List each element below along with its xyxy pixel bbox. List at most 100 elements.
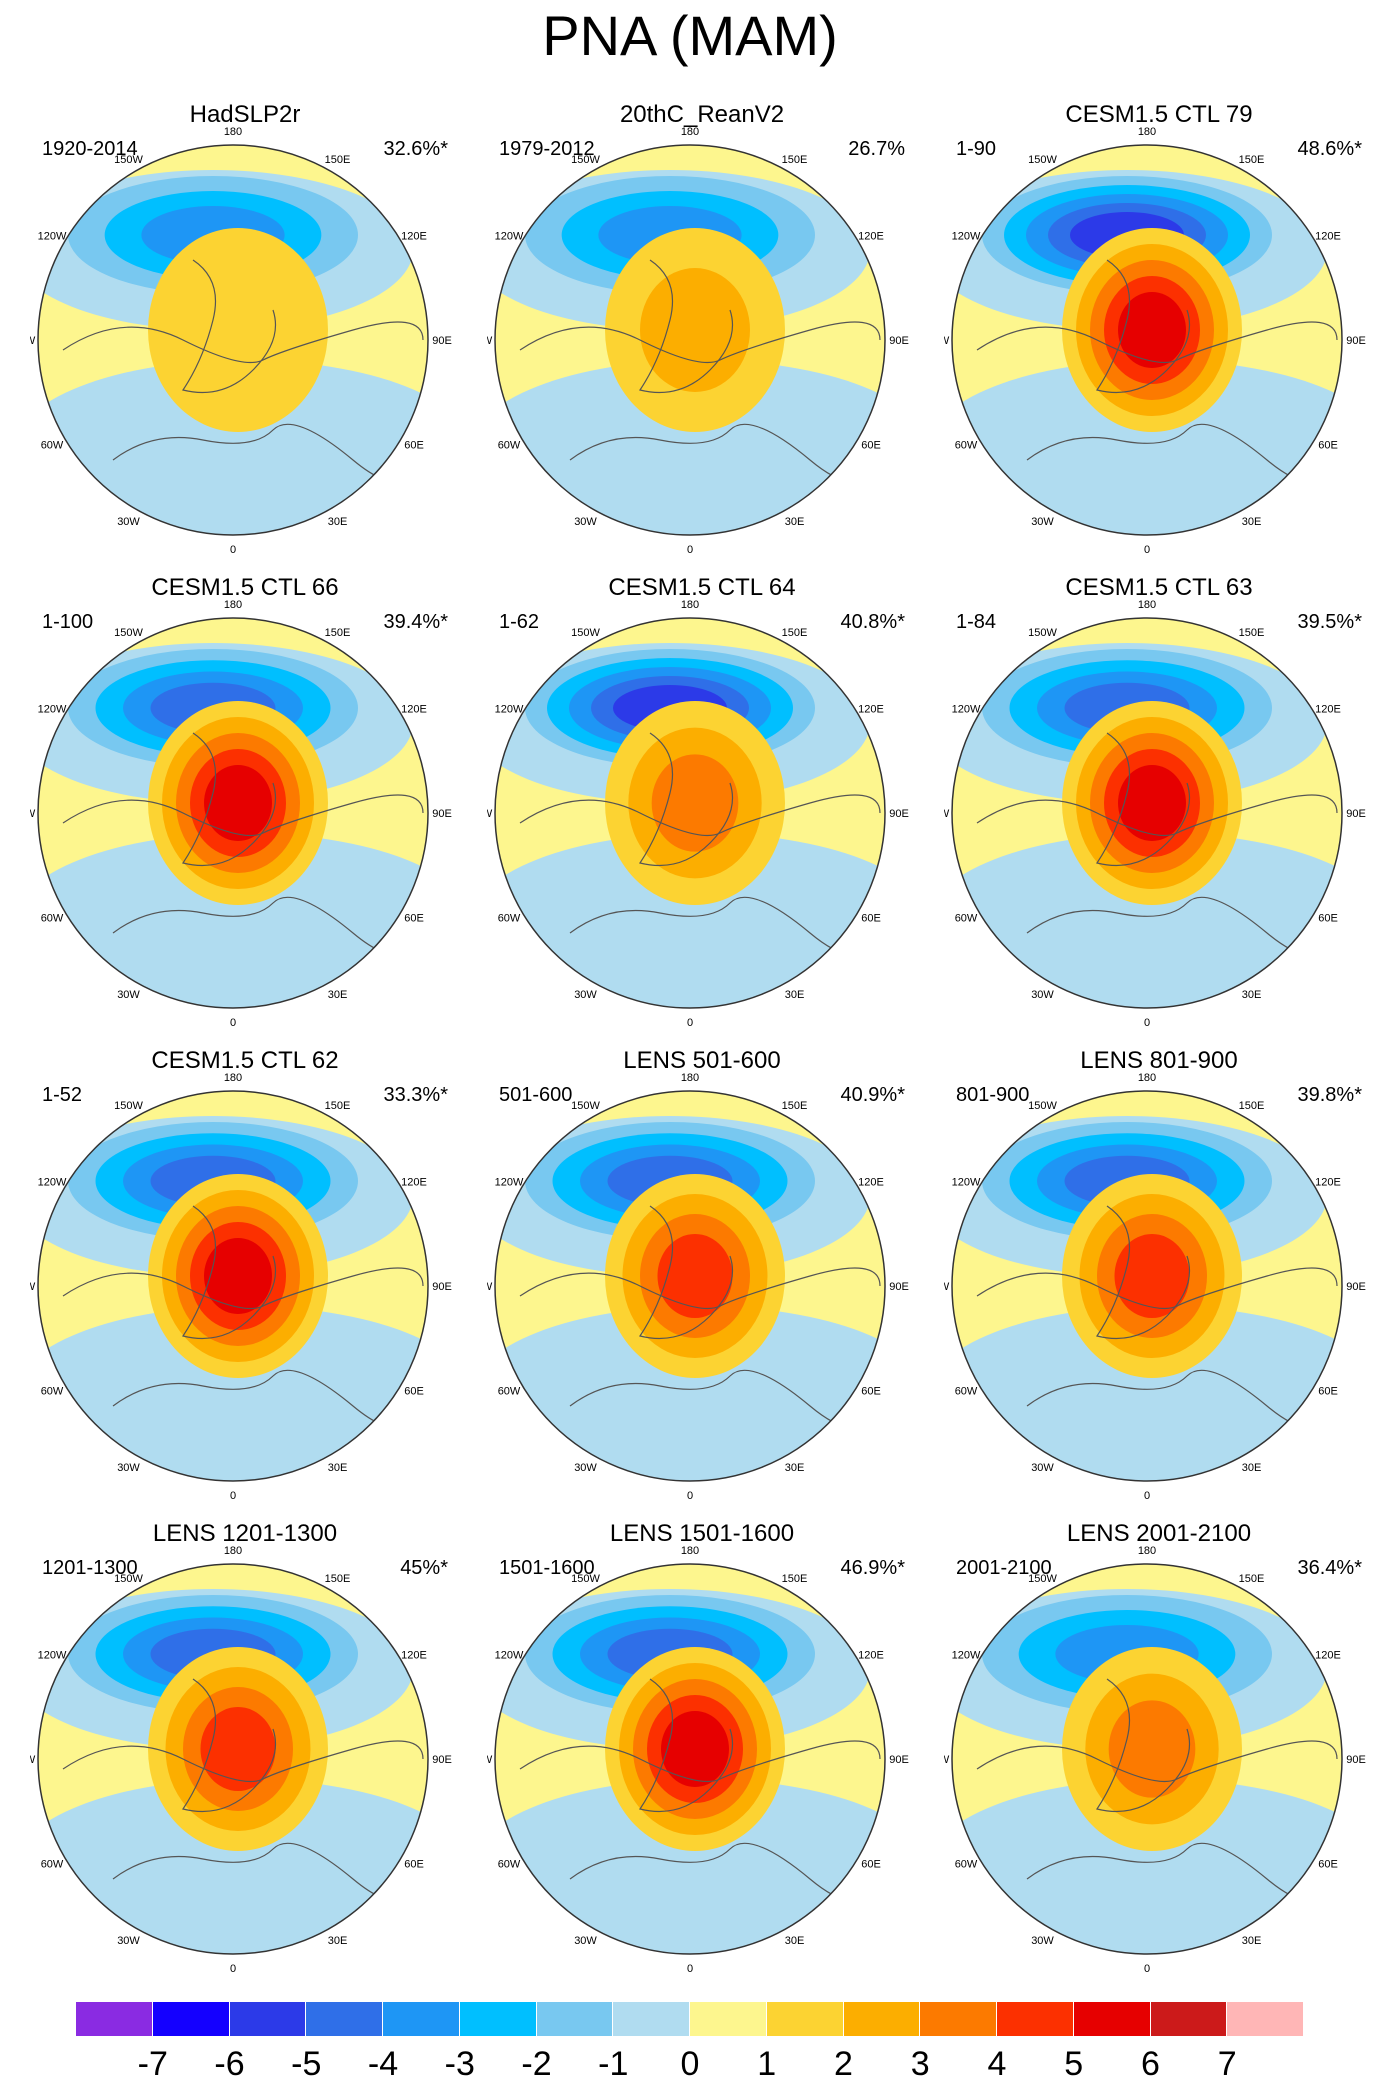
longitude-label: 0 [1144,1490,1150,1502]
figure-title: PNA (MAM) [542,4,838,67]
high-contour [1118,765,1186,841]
longitude-label: 60W [41,1386,64,1398]
coastline [639,259,734,394]
longitude-label: 60W [41,913,64,925]
coastline [639,1205,734,1340]
longitude-label: 60E [861,913,881,925]
longitude-label: 120W [38,1650,67,1662]
map-panel: LENS 1201-1300 1201-1300 45%* 180 150E 120E 90… [30,1519,460,1989]
longitude-label: 30W [574,989,597,1001]
panel-title: LENS 1501-1600 [609,1520,795,1547]
panel-variance: 40.9%* [840,1084,906,1106]
colorbar-tick-label: 7 [1217,2045,1237,2083]
longitude-label: 120W [495,1650,524,1662]
colorbar-swatch [459,2002,537,2036]
longitude-label: 150E [325,154,351,166]
polar-map: 180 150E 120E 90E 60E 30E 0 30W 60W 90W 120W 150W [944,1072,1366,1502]
panel-variance: 45%* [400,1557,448,1579]
longitude-label: 120E [858,231,884,243]
coastline [1096,1205,1191,1340]
longitude-label: 120W [38,704,67,716]
high-contour [640,268,750,392]
longitude-label: 120W [952,1650,981,1662]
panel-title: CESM1.5 CTL 64 [608,574,796,601]
map-panel: CESM1.5 CTL 64 1-62 40.8%* 180 150E 120E 90E 60… [487,573,917,1043]
coastline [976,794,1338,836]
longitude-label: 60W [955,1386,978,1398]
panel-title: CESM1.5 CTL 66 [151,574,339,601]
longitude-label: 30W [1031,989,1054,1001]
map-border [494,1090,886,1482]
coastline [1096,259,1191,394]
colorbar-tick-label: 1 [757,2045,777,2083]
panel-title: LENS 501-600 [623,1047,781,1074]
coastline [182,1678,277,1813]
longitude-label: 60E [1318,1859,1338,1871]
longitude-label: 150W [571,154,600,166]
high-contour [1108,1700,1196,1798]
longitude-label: 150E [1239,154,1265,166]
colorbar-swatch [997,2002,1074,2036]
longitude-label: 90W [30,1754,36,1766]
panel-title: 20thC_ReanV2 [619,101,785,128]
longitude-label: 150W [114,154,143,166]
longitude-label: 30W [117,1935,140,1947]
longitude-label: 0 [230,544,236,556]
longitude-label: 90W [487,808,493,820]
polar-map: 180 150E 120E 90E 60E 30E 0 30W 60W 90W 120W 150W [944,1545,1366,1975]
longitude-label: 60W [498,1859,521,1871]
longitude-label: 120E [401,704,427,716]
colorbar-tick-label: 2 [834,2045,853,2083]
high-contour [651,754,739,852]
longitude-label: 60E [404,1859,424,1871]
high-contour [1118,292,1186,368]
longitude-label: 180 [1138,1545,1156,1557]
longitude-label: 120E [858,1177,884,1189]
longitude-label: 150W [1028,627,1057,639]
polar-map: 180 150E 120E 90E 60E 30E 0 30W 60W 90W 120W 150W [30,126,452,556]
colorbar-tick-label: -6 [214,2045,245,2083]
map-border [951,617,1343,1009]
longitude-label: 120W [952,1177,981,1189]
longitude-label: 150E [1239,1100,1265,1112]
longitude-label: 30W [1031,1935,1054,1947]
longitude-label: 150W [114,627,143,639]
coastline [62,1740,424,1782]
longitude-label: 60W [955,1859,978,1871]
longitude-label: 180 [681,126,699,138]
longitude-label: 0 [1144,1963,1150,1975]
longitude-label: 60E [1318,1386,1338,1398]
longitude-label: 150E [782,154,808,166]
longitude-label: 120E [401,231,427,243]
panel-years: 801-900 [956,1084,1030,1106]
colorbar-swatch [843,2002,921,2036]
colorbar-tick-label: 0 [680,2045,700,2083]
longitude-label: 60E [404,440,424,452]
map-panel: HadSLP2r 1920-2014 32.6%* 180 150E 120E 90E 60E… [30,100,460,570]
high-contour [1114,1234,1190,1318]
longitude-label: 120W [952,231,981,243]
coastline [62,1267,424,1309]
coastline [519,794,881,836]
longitude-label: 90W [30,1281,36,1293]
map-border [951,1090,1343,1482]
panel-variance: 26.7% [848,138,905,160]
longitude-label: 90W [944,1754,950,1766]
longitude-label: 60E [861,1386,881,1398]
polar-map: 180 150E 120E 90E 60E 30E 0 30W 60W 90W 120W 150W [487,599,909,1029]
panel-years: 1-90 [956,138,997,160]
panel-years: 1-100 [42,611,94,633]
longitude-label: 120E [401,1177,427,1189]
longitude-label: 150W [571,627,600,639]
longitude-label: 60E [1318,440,1338,452]
longitude-label: 150E [782,627,808,639]
longitude-label: 30E [1242,1462,1262,1474]
colorbar-tick-label: 5 [1064,2045,1084,2083]
map-panel: CESM1.5 CTL 62 1-52 33.3%* 180 150E 120E 90E 60… [30,1046,460,1516]
longitude-label: 0 [687,1963,693,1975]
longitude-label: 0 [1144,544,1150,556]
panel-years: 1-52 [42,1084,83,1106]
panel-years: 1-62 [499,611,540,633]
map-panel: CESM1.5 CTL 79 1-90 48.6%* 180 150E 120E 90E 60… [944,100,1374,570]
polar-map: 180 150E 120E 90E 60E 30E 0 30W 60W 90W 120W 150W [30,1072,452,1502]
